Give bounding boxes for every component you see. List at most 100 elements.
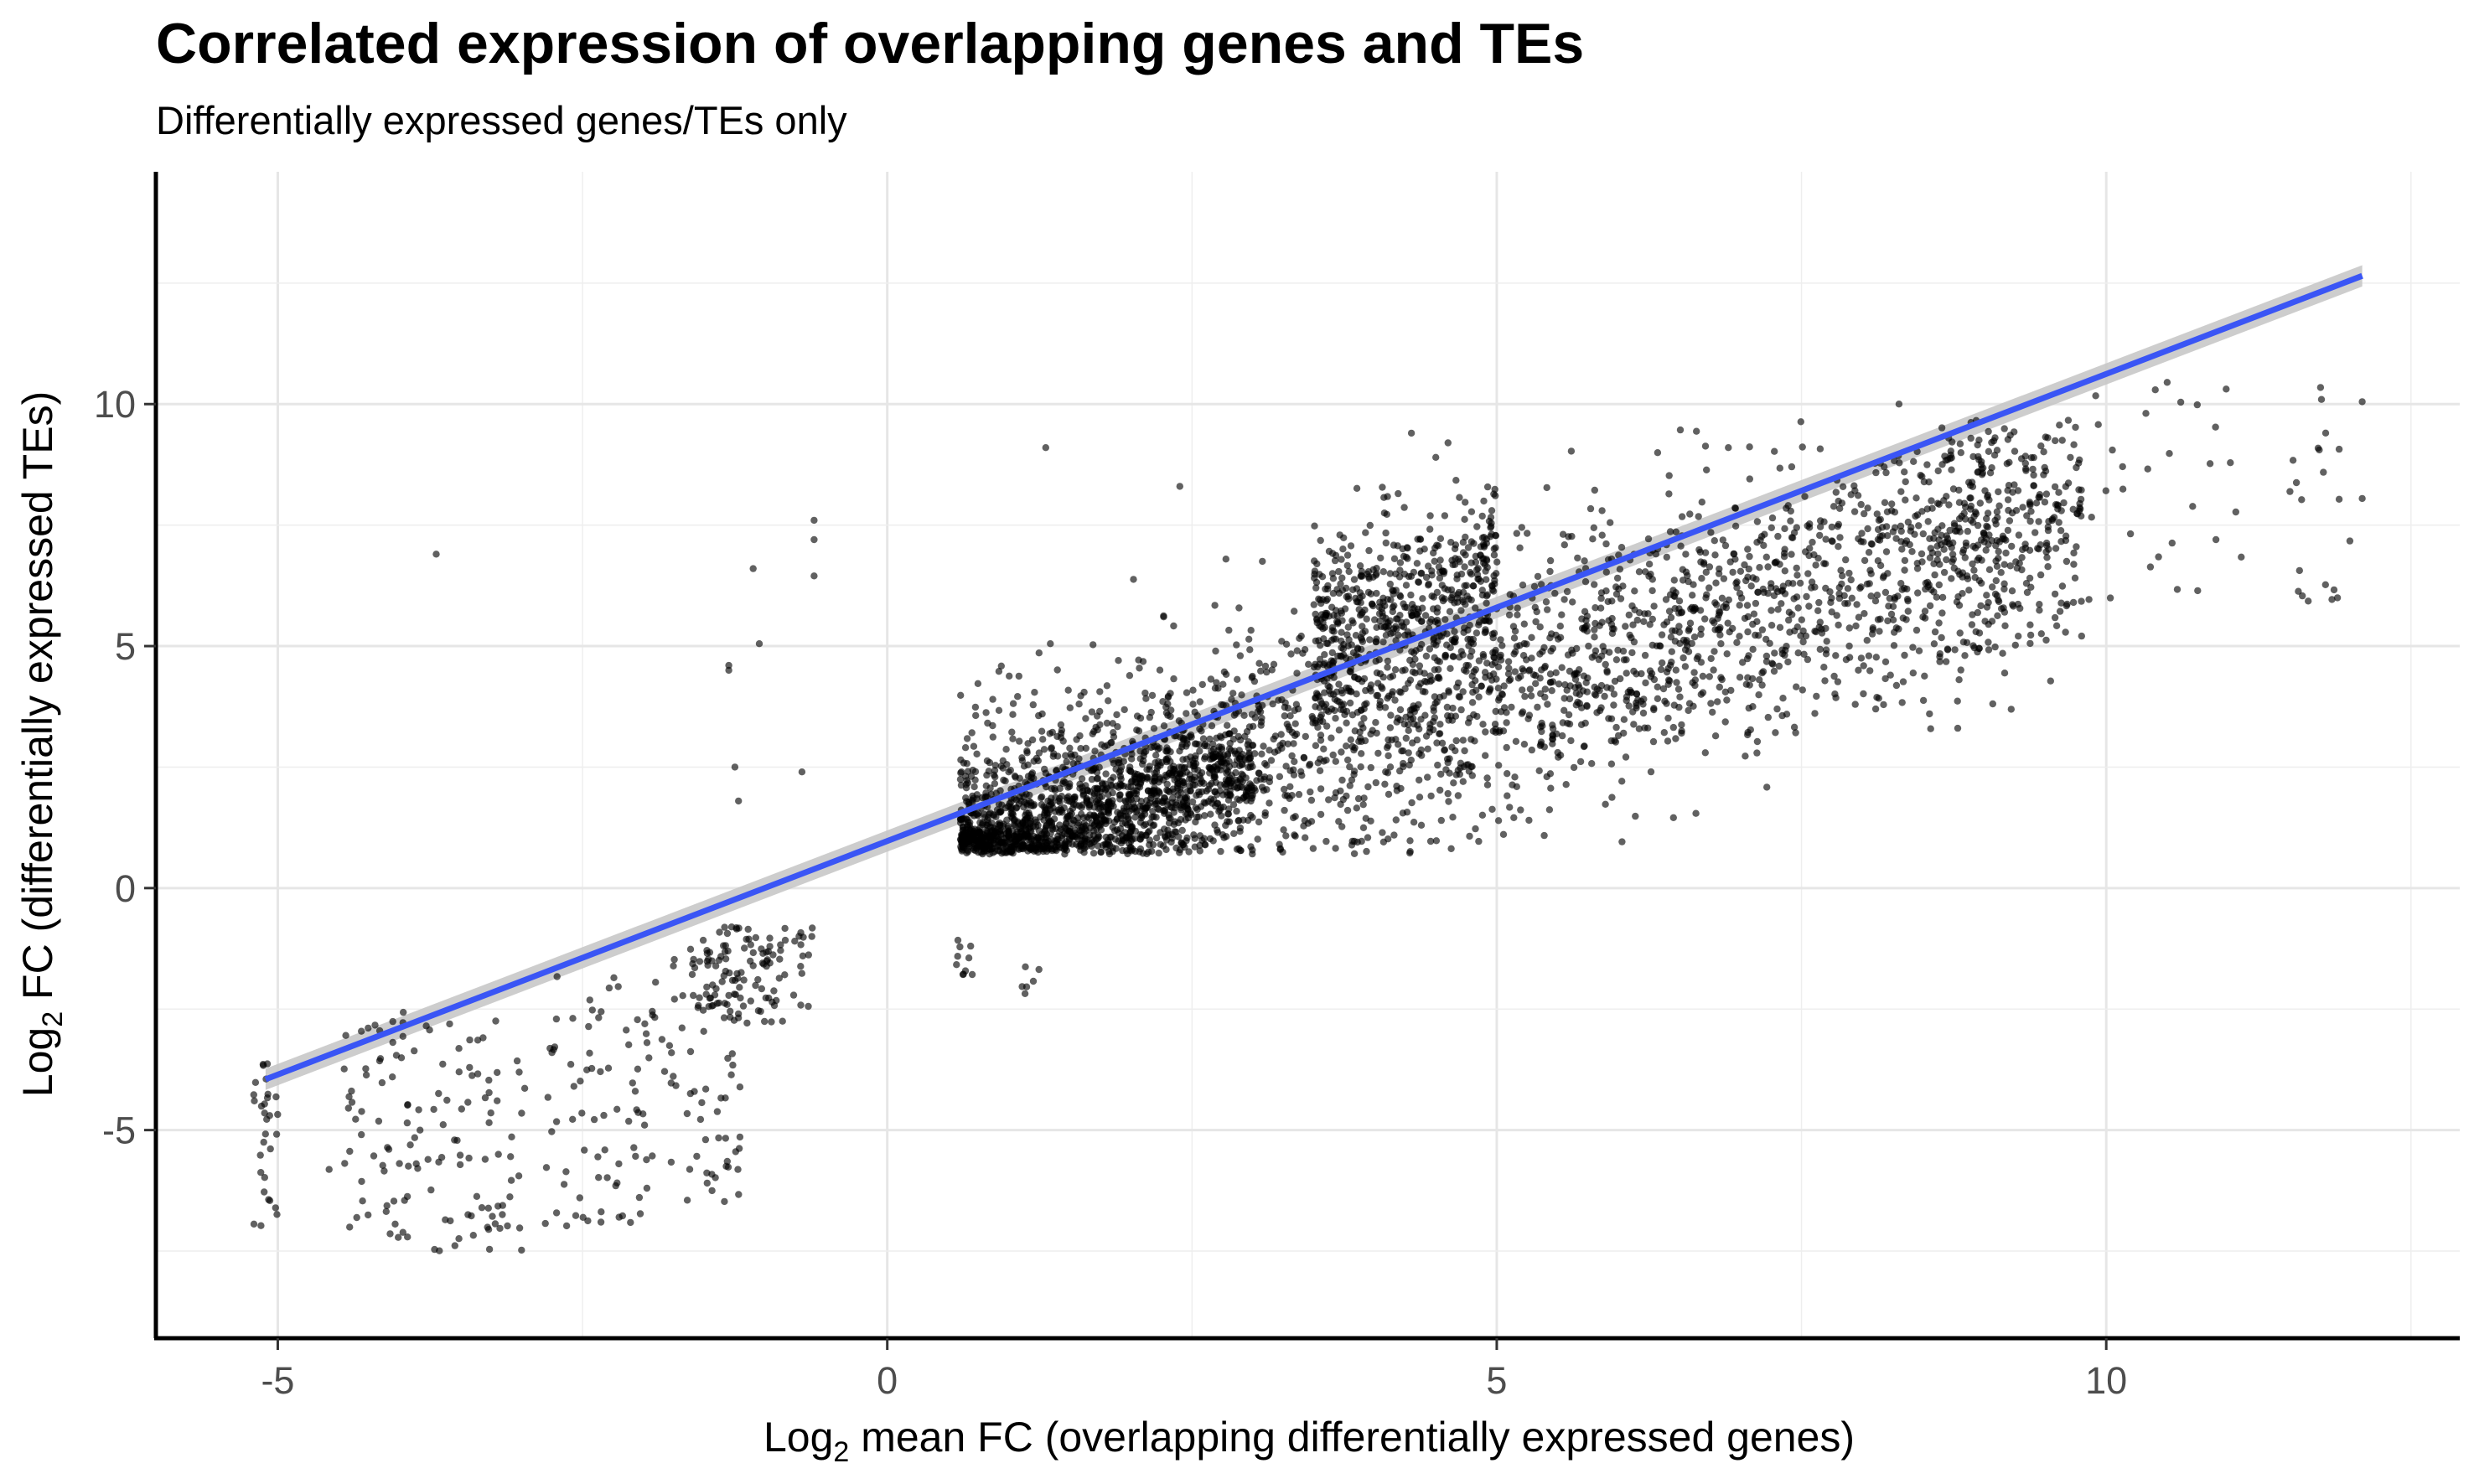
data-point: [1719, 536, 1726, 544]
data-point: [1936, 653, 1943, 660]
data-point: [1705, 584, 1713, 592]
data-point: [1794, 604, 1802, 612]
data-point: [1919, 696, 1928, 705]
data-point: [1210, 773, 1219, 780]
data-point: [1379, 838, 1388, 845]
data-point: [1402, 582, 1410, 589]
data-point: [1337, 580, 1344, 587]
data-point: [1558, 664, 1566, 671]
data-point: [1967, 516, 1975, 525]
data-point: [1335, 680, 1343, 688]
data-point: [1744, 731, 1752, 739]
data-point: [1459, 539, 1467, 546]
data-point: [1109, 847, 1116, 856]
data-point: [1612, 723, 1620, 732]
data-point: [1889, 616, 1897, 623]
data-point: [2023, 588, 2031, 597]
data-point: [1532, 618, 1540, 626]
data-point: [1416, 662, 1424, 670]
data-point: [1720, 603, 1727, 611]
data-point: [1663, 668, 1671, 676]
data-point: [1504, 792, 1511, 799]
data-point: [715, 956, 723, 964]
data-point: [1235, 755, 1244, 763]
data-point: [1602, 587, 1610, 595]
data-point: [1128, 805, 1136, 813]
data-point: [735, 1191, 743, 1198]
data-point: [1602, 540, 1610, 548]
data-point: [1053, 732, 1061, 741]
data-point: [1021, 990, 1029, 998]
data-point: [1488, 530, 1495, 538]
data-point: [1697, 659, 1705, 666]
data-point: [1449, 814, 1457, 821]
data-point: [1665, 490, 1673, 498]
data-point: [1408, 612, 1416, 619]
data-point: [1473, 523, 1481, 530]
data-point: [2044, 563, 2052, 571]
data-point: [1231, 761, 1239, 768]
data-point: [1437, 816, 1446, 825]
data-point: [1338, 823, 1346, 830]
data-point: [1386, 570, 1395, 577]
data-point: [798, 768, 806, 776]
data-point: [344, 1104, 352, 1112]
data-point: [2109, 446, 2116, 454]
data-point: [1746, 552, 1753, 561]
data-point: [991, 827, 1000, 835]
data-point: [1784, 658, 1792, 666]
data-point: [1620, 729, 1628, 737]
data-point: [446, 1020, 453, 1028]
grid-lines: [156, 172, 2460, 1338]
data-point: [2238, 553, 2245, 561]
data-point: [1089, 850, 1098, 857]
data-point: [1372, 719, 1379, 726]
data-point: [1442, 766, 1450, 773]
data-point: [1372, 778, 1380, 787]
data-point: [1505, 664, 1513, 672]
data-point: [1167, 706, 1175, 714]
data-point: [1038, 793, 1046, 800]
data-point: [1654, 695, 1662, 702]
data-point: [1984, 524, 1991, 531]
data-point: [1591, 626, 1598, 633]
data-point: [1672, 666, 1680, 674]
data-point: [1220, 752, 1228, 759]
data-point: [727, 1007, 734, 1016]
data-point: [1029, 977, 1038, 985]
data-point: [386, 1230, 394, 1238]
data-point: [507, 1176, 515, 1184]
data-point: [1978, 579, 1985, 587]
data-point: [1675, 597, 1684, 605]
data-point: [1265, 774, 1274, 782]
data-point: [1291, 758, 1298, 766]
data-point: [1295, 790, 1303, 799]
data-point: [1121, 820, 1130, 827]
data-point: [1918, 558, 1926, 566]
data-point: [1286, 783, 1294, 790]
data-point: [1772, 729, 1779, 737]
data-point: [1161, 794, 1169, 802]
data-point: [1080, 849, 1088, 856]
data-point: [1332, 607, 1340, 614]
data-point: [1974, 608, 1981, 617]
data-point: [1597, 594, 1605, 602]
data-point: [1115, 768, 1123, 776]
data-point: [982, 782, 991, 789]
data-point: [739, 1002, 748, 1010]
data-point: [1659, 659, 1666, 667]
data-point: [515, 1224, 524, 1232]
data-point: [1479, 721, 1487, 728]
data-point: [1267, 757, 1276, 764]
data-point: [642, 1030, 650, 1037]
data-point: [1690, 669, 1698, 676]
data-point: [1110, 773, 1117, 781]
data-point: [474, 1037, 482, 1044]
data-point: [1650, 705, 1658, 712]
data-point: [2042, 468, 2050, 475]
data-point: [411, 1134, 418, 1141]
data-point: [382, 1207, 390, 1216]
data-point: [1333, 688, 1341, 695]
data-point: [1031, 845, 1039, 853]
data-point: [1597, 704, 1605, 711]
